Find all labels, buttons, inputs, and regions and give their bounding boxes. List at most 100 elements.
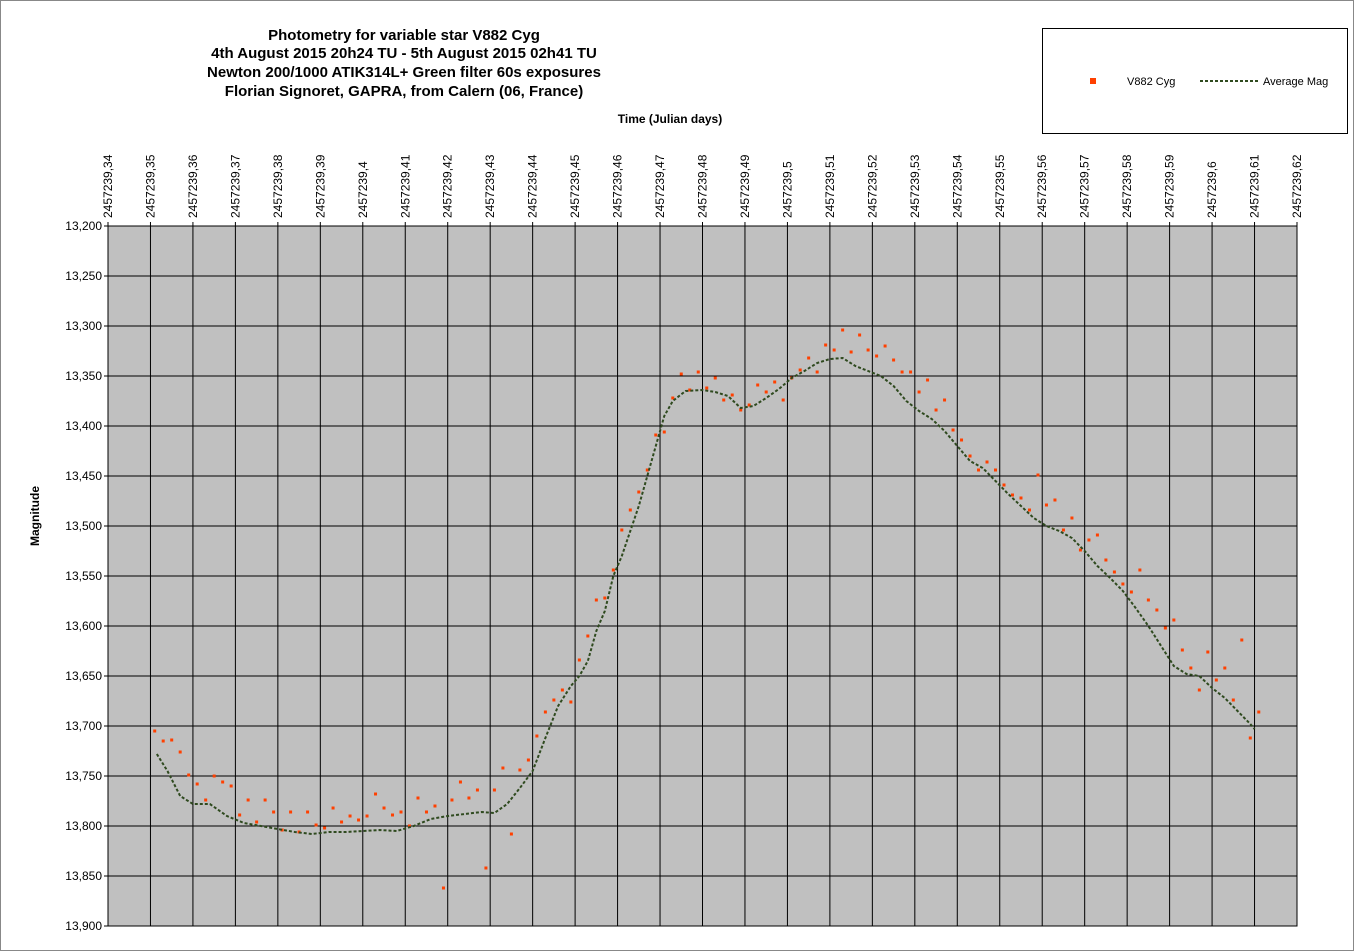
x-tick-label: 2457239,58 [1120, 154, 1134, 218]
data-point [365, 814, 369, 818]
data-point [832, 348, 836, 352]
x-tick-label: 2457239,38 [271, 154, 285, 218]
x-tick-label: 2457239,52 [865, 154, 879, 218]
data-point [943, 398, 947, 402]
data-point [1078, 548, 1082, 552]
data-point [229, 784, 233, 788]
data-point [637, 490, 641, 494]
y-tick-label: 13,850 [65, 869, 102, 883]
chart-title: Florian Signoret, GAPRA, from Calern (06… [225, 83, 583, 100]
data-point [1087, 538, 1091, 542]
data-point [314, 823, 318, 827]
data-point [662, 430, 666, 434]
x-tick-label: 2457239,54 [950, 154, 964, 218]
data-point [178, 750, 182, 754]
data-point [501, 766, 505, 770]
data-point [450, 798, 454, 802]
data-point [985, 460, 989, 464]
data-point [204, 798, 208, 802]
data-point [1257, 710, 1261, 714]
data-point [730, 393, 734, 397]
data-point [569, 700, 573, 704]
data-point [1248, 736, 1252, 740]
data-point [679, 372, 683, 376]
data-point [892, 358, 896, 362]
y-tick-label: 13,750 [65, 769, 102, 783]
y-tick-label: 13,350 [65, 369, 102, 383]
data-point [535, 734, 539, 738]
x-tick-label: 2457239,6 [1205, 161, 1219, 218]
data-point [1027, 508, 1031, 512]
y-tick-label: 13,900 [65, 919, 102, 933]
data-point [645, 468, 649, 472]
y-tick-label: 13,450 [65, 469, 102, 483]
data-point [994, 468, 998, 472]
x-tick-label: 2457239,55 [993, 154, 1007, 218]
y-tick-label: 13,250 [65, 269, 102, 283]
data-point [815, 370, 819, 374]
x-tick-label: 2457239,43 [483, 154, 497, 218]
data-point [671, 396, 675, 400]
data-point [917, 390, 921, 394]
data-point [552, 698, 556, 702]
data-point [1206, 650, 1210, 654]
data-point [195, 782, 199, 786]
data-point [926, 378, 930, 382]
data-point [416, 796, 420, 800]
data-point [1121, 582, 1125, 586]
data-point [374, 792, 378, 796]
x-tick-label: 2457239,35 [143, 154, 157, 218]
data-point [1112, 570, 1116, 574]
data-point [1019, 496, 1023, 500]
y-tick-label: 13,300 [65, 319, 102, 333]
data-point [1129, 590, 1133, 594]
x-tick-label: 2457239,57 [1078, 154, 1092, 218]
data-point [475, 788, 479, 792]
data-point [858, 333, 862, 337]
data-point [1214, 678, 1218, 682]
x-tick-label: 2457239,51 [823, 154, 837, 218]
data-point [1061, 528, 1065, 532]
data-point [1138, 568, 1142, 572]
data-point [263, 798, 267, 802]
y-tick-label: 13,650 [65, 669, 102, 683]
data-point [467, 796, 471, 800]
data-point [212, 774, 216, 778]
data-point [628, 508, 632, 512]
data-point [331, 806, 335, 810]
data-point [1070, 516, 1074, 520]
data-point [620, 528, 624, 532]
data-point [1146, 598, 1150, 602]
data-point [1240, 638, 1244, 642]
data-point [900, 370, 904, 374]
y-tick-label: 13,600 [65, 619, 102, 633]
legend-label: Average Mag [1263, 76, 1328, 88]
data-point [603, 596, 607, 600]
x-tick-label: 2457239,61 [1248, 154, 1262, 218]
data-point [577, 658, 581, 662]
x-tick-label: 2457239,49 [738, 154, 752, 218]
data-point [1172, 618, 1176, 622]
data-point [323, 826, 327, 830]
x-tick-label: 2457239,62 [1290, 154, 1304, 218]
data-point [458, 780, 462, 784]
data-point [594, 598, 598, 602]
x-tick-label: 2457239,34 [101, 154, 115, 218]
y-tick-label: 13,550 [65, 569, 102, 583]
y-tick-label: 13,700 [65, 719, 102, 733]
data-point [1189, 666, 1193, 670]
data-point [340, 820, 344, 824]
y-tick-label: 13,800 [65, 819, 102, 833]
data-point [611, 568, 615, 572]
chart-title: Newton 200/1000 ATIK314L+ Green filter 6… [207, 64, 601, 81]
data-point [221, 780, 225, 784]
chart-title: 4th August 2015 20h24 TU - 5th August 20… [211, 45, 597, 62]
x-tick-label: 2457239,46 [611, 154, 625, 218]
data-point [1223, 666, 1227, 670]
x-tick-label: 2457239,48 [696, 154, 710, 218]
data-point [968, 454, 972, 458]
data-point [1002, 483, 1006, 487]
data-point [246, 798, 250, 802]
x-tick-label: 2457239,59 [1163, 154, 1177, 218]
data-point [187, 773, 191, 777]
